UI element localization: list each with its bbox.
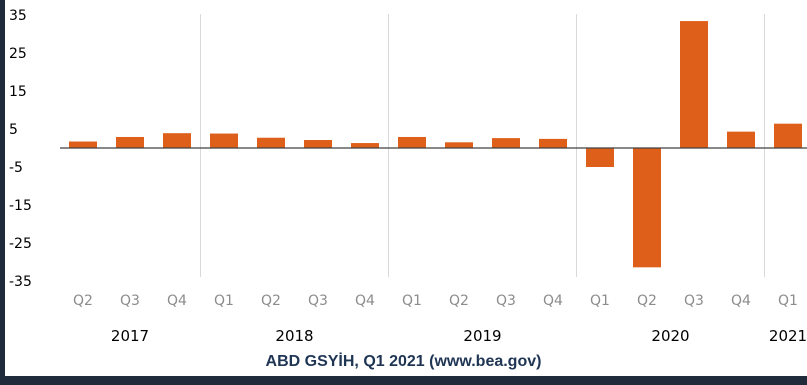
left-border (0, 0, 5, 385)
bar (257, 137, 285, 148)
y-tick-label: -15 (9, 198, 32, 214)
bar (445, 142, 473, 148)
bar (727, 131, 755, 148)
x-tick-label: Q1 (590, 293, 610, 309)
x-tick-label: Q1 (778, 293, 798, 309)
year-label: 2020 (651, 327, 689, 345)
y-tick-label: 5 (9, 122, 18, 138)
y-tick-label: -5 (9, 160, 23, 176)
x-tick-label: Q2 (73, 293, 93, 309)
x-tick-label: Q1 (214, 293, 234, 309)
x-tick-label: Q3 (120, 293, 140, 309)
bar (539, 138, 567, 148)
y-tick-label: 35 (9, 8, 27, 24)
x-tick-label: Q1 (402, 293, 422, 309)
y-tick-label: -35 (9, 274, 32, 290)
bar (680, 21, 708, 148)
y-tick-label: -25 (9, 236, 32, 252)
y-tick-label: 15 (9, 84, 27, 100)
x-tick-label: Q2 (261, 293, 281, 309)
year-label: 2019 (463, 327, 501, 345)
bar (69, 141, 97, 148)
bar (304, 140, 332, 148)
bar (586, 148, 614, 167)
bar (351, 143, 379, 148)
x-tick-label: Q3 (496, 293, 516, 309)
x-tick-label: Q3 (684, 293, 704, 309)
year-label: 2018 (275, 327, 313, 345)
gdp-bar-chart: 35 25 15 5 -5 -15 -25 -35 Q2 Q3 Q4 Q1 Q2 Q3 Q4 Q1 Q2 Q3 Q4… (9, 8, 807, 345)
bar (210, 133, 238, 148)
bar (492, 138, 520, 148)
bar (398, 136, 426, 148)
x-tick-label: Q4 (543, 293, 563, 309)
chart-caption: ABD GSYİH, Q1 2021 (www.bea.gov) (265, 353, 542, 370)
year-label: 2021 (769, 327, 807, 345)
x-tick-label: Q4 (167, 293, 187, 309)
bottom-band (0, 376, 807, 385)
year-label: 2017 (111, 327, 149, 345)
bar (774, 123, 802, 148)
x-tick-label: Q4 (355, 293, 375, 309)
bar (633, 148, 661, 268)
x-tick-label: Q2 (449, 293, 469, 309)
bar (116, 136, 144, 148)
x-tick-label: Q2 (637, 293, 657, 309)
x-tick-label: Q3 (308, 293, 328, 309)
x-tick-label: Q4 (731, 293, 751, 309)
y-tick-label: 25 (9, 46, 27, 62)
bar (163, 133, 191, 148)
